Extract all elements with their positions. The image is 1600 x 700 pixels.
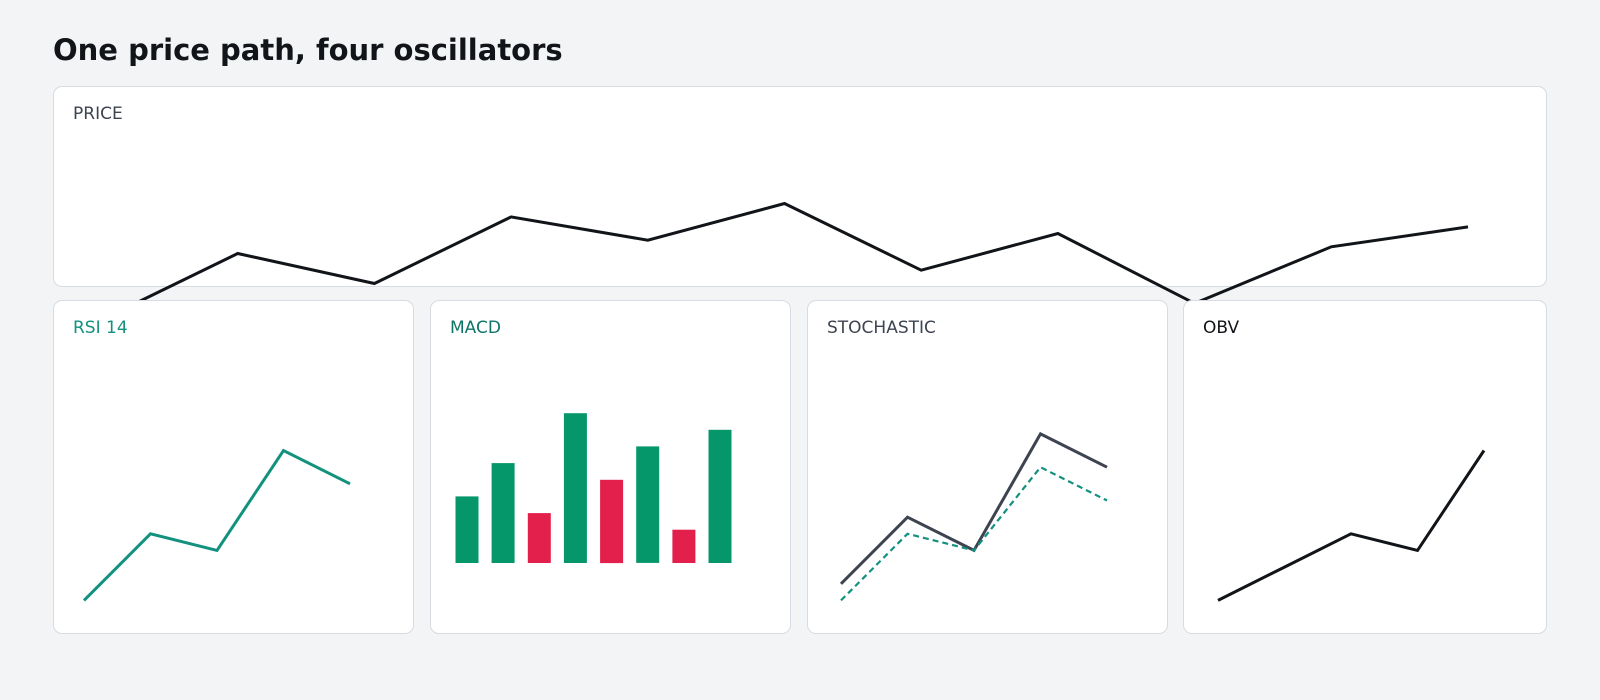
stochastic-series-1-line <box>840 465 1108 602</box>
macd-bar-5 <box>636 446 660 563</box>
obv-label: OBV <box>1203 318 1240 338</box>
macd-label: MACD <box>450 318 501 338</box>
price-chart <box>100 201 1469 322</box>
stochastic-panel: STOCHASTIC <box>807 300 1168 634</box>
macd-bar-0 <box>455 496 479 563</box>
stochastic-chart <box>839 431 1108 602</box>
rsi-label: RSI 14 <box>73 318 128 338</box>
price-series-0-line <box>100 201 1469 322</box>
macd-panel: MACD <box>430 300 791 634</box>
macd-bar-4 <box>600 479 624 564</box>
rsi-panel: RSI 14 <box>53 300 414 634</box>
macd-chart <box>455 413 732 564</box>
macd-bar-7 <box>708 429 732 563</box>
obv-chart <box>1217 449 1486 602</box>
stochastic-label: STOCHASTIC <box>827 318 936 338</box>
macd-bar-1 <box>491 463 515 563</box>
macd-bar-3 <box>563 413 587 563</box>
price-label: PRICE <box>73 104 123 124</box>
page-title: One price path, four oscillators <box>53 33 563 67</box>
macd-bar-6 <box>672 529 696 563</box>
rsi-series-0-line <box>82 448 351 602</box>
price-panel: PRICE <box>53 86 1547 322</box>
obv-series-0-line <box>1217 449 1486 602</box>
rsi-chart <box>82 448 351 602</box>
obv-panel: OBV <box>1183 300 1547 634</box>
macd-bar-2 <box>527 513 551 563</box>
